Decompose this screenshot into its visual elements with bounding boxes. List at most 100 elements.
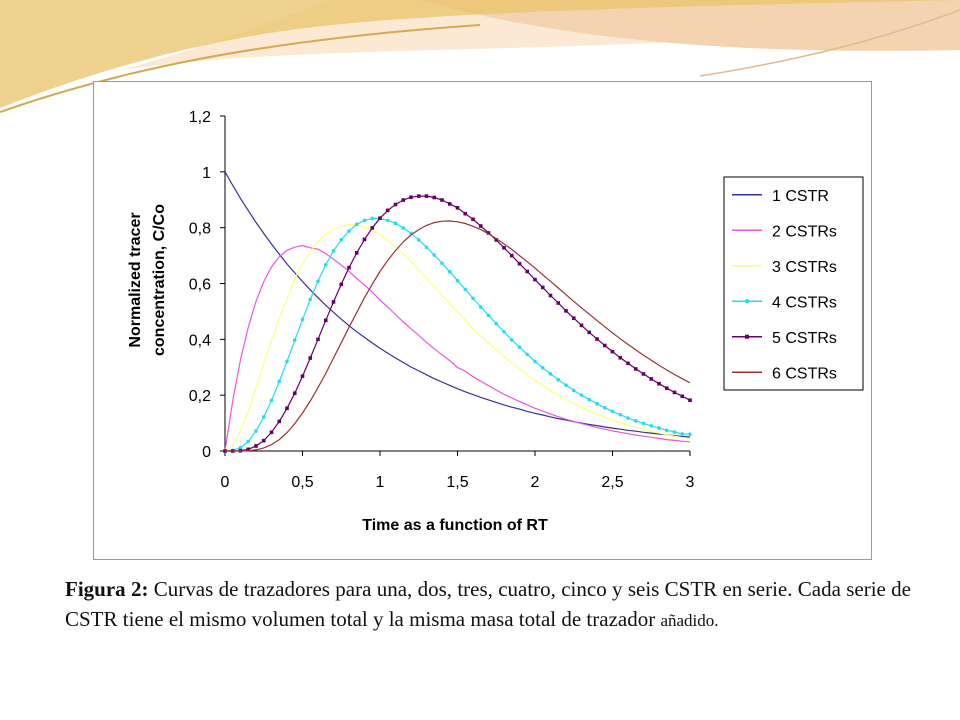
series-4-point xyxy=(385,218,390,223)
legend: 1 CSTR 2 CSTRs 3 CSTRs 4 CSTRs 5 CSTRs 6 CSTR… xyxy=(723,176,864,391)
series-5-point xyxy=(370,226,375,230)
legend-entry-4: 4 CSTRs xyxy=(732,294,837,311)
series-5-point xyxy=(440,198,444,202)
series-5-point xyxy=(424,194,429,198)
series-4-point xyxy=(602,405,607,410)
series-4-point xyxy=(533,359,537,364)
series-6 xyxy=(225,220,691,452)
series-5-point xyxy=(316,337,320,342)
series-4-point xyxy=(447,269,452,274)
series-5-point xyxy=(385,208,390,213)
deco-swoosh-peach xyxy=(420,0,960,51)
series-4-point xyxy=(664,428,669,433)
series-4-point xyxy=(254,429,258,433)
series-4-point xyxy=(463,287,468,292)
legend-label: 5 CSTRs xyxy=(772,330,837,347)
series-4-point xyxy=(618,412,623,417)
series-4-point xyxy=(292,338,297,342)
series-4-point xyxy=(308,297,313,302)
series-5-point xyxy=(641,372,646,376)
series-5-point xyxy=(308,356,313,360)
figure-caption: Figura 2: Curvas de trazadores para una,… xyxy=(65,574,911,636)
series-line-1 xyxy=(224,171,691,438)
series-4-point xyxy=(517,345,522,349)
x-tick-label: 1 xyxy=(376,474,385,491)
series-5-point xyxy=(664,386,669,390)
series-4-point xyxy=(246,439,251,444)
series-4-point xyxy=(626,416,630,420)
series-4-point xyxy=(432,253,437,257)
series-4-point xyxy=(478,305,483,309)
series-5-point xyxy=(261,438,266,443)
series-5-point xyxy=(378,216,382,220)
series-4-point xyxy=(261,415,266,419)
series-5-point xyxy=(347,265,351,270)
series-5-point xyxy=(571,316,576,320)
series-5-point xyxy=(556,301,561,305)
caption-body: Curvas de trazadores para una, dos, tres… xyxy=(65,577,912,631)
series-5-point xyxy=(672,390,677,395)
series-4-point xyxy=(424,245,429,250)
series-line-2 xyxy=(224,244,691,452)
series-1 xyxy=(224,171,691,438)
series-5-point xyxy=(331,300,336,304)
x-tick-label: 0,5 xyxy=(291,474,313,491)
series-5-point xyxy=(447,202,452,206)
series-5-point xyxy=(300,374,305,378)
x-tick-label: 3 xyxy=(686,474,695,491)
legend-label: 6 CSTRs xyxy=(772,365,837,382)
series-5-point xyxy=(688,398,692,402)
series-5-point xyxy=(277,419,282,424)
series-line-3 xyxy=(224,223,691,452)
series-5-point xyxy=(354,250,359,255)
series-4-point xyxy=(316,279,320,284)
legend-entry-6: 6 CSTRs xyxy=(732,365,837,382)
series-4-point xyxy=(657,426,661,430)
series-5-point xyxy=(579,323,584,328)
series-4-point xyxy=(610,409,615,414)
series-4-point xyxy=(680,432,685,436)
series-5-point xyxy=(246,447,251,452)
series-4-point xyxy=(548,372,553,376)
series-4-point xyxy=(416,238,421,242)
series-4-point xyxy=(455,278,460,283)
y-tick-label: 0,8 xyxy=(189,221,211,238)
series-4-point xyxy=(486,313,491,318)
series-4-point xyxy=(564,383,568,387)
series-4-point xyxy=(323,262,328,267)
series-5-point xyxy=(393,202,398,207)
series-4 xyxy=(223,216,692,453)
x-tick-label: 2,5 xyxy=(601,474,623,491)
axes: 0 0,2 0,4 0,6 0,8 1 1,2 0 0,5 1 1,5 2 2,5 3 xyxy=(189,109,695,491)
caption-lead: Figura 2: xyxy=(65,577,149,601)
series-4-point xyxy=(401,226,406,230)
series-4-point xyxy=(354,222,359,227)
series-4-point xyxy=(471,296,475,301)
legend-marker xyxy=(745,334,749,339)
legend-marker xyxy=(744,299,750,304)
series-4-point xyxy=(641,421,646,426)
series-4-point xyxy=(494,321,499,326)
series-5-point xyxy=(680,394,685,399)
series-4-point xyxy=(509,338,514,342)
series-4-point xyxy=(502,329,506,334)
series-5-point xyxy=(409,195,413,200)
series-line-6 xyxy=(225,220,691,452)
series-5-point xyxy=(455,206,460,210)
series-4-point xyxy=(277,379,282,384)
series-4-point xyxy=(285,359,289,364)
series-5-point xyxy=(657,381,661,386)
deco-swoosh-rim xyxy=(0,24,481,113)
series-5-point xyxy=(540,285,545,290)
y-tick-label: 0 xyxy=(202,444,211,461)
series-4-point xyxy=(238,445,243,450)
series-5-point xyxy=(517,261,522,266)
legend-label: 1 CSTR xyxy=(772,188,829,205)
caption-tail: añadido. xyxy=(660,611,719,630)
legend-entry-2: 2 CSTRs xyxy=(732,223,837,240)
series-5-point xyxy=(401,198,406,202)
series-5-point xyxy=(494,238,499,242)
deco-swoosh-gold xyxy=(0,0,960,108)
series-5-point xyxy=(509,253,514,258)
x-tick-label: 1,5 xyxy=(446,474,468,491)
